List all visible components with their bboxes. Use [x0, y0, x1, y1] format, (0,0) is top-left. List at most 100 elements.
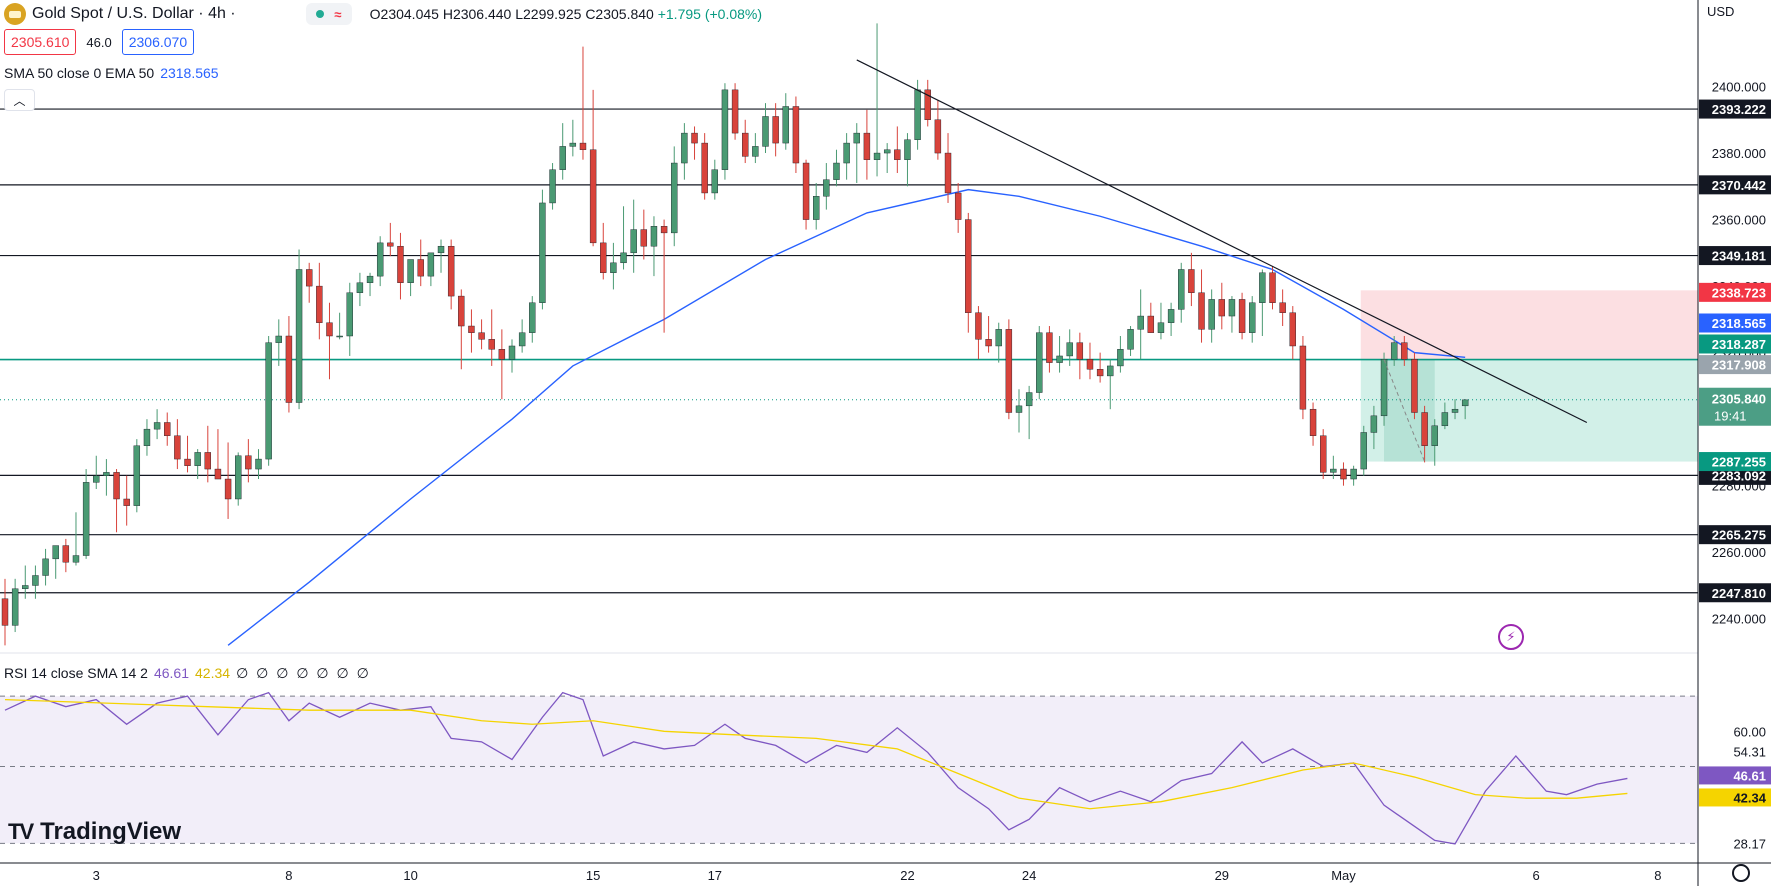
candle — [447, 239, 455, 310]
candle-body — [1299, 345, 1307, 410]
ema-50-path — [227, 188, 1466, 646]
ohlc-low: L2299.925 — [515, 6, 582, 22]
candle-body — [32, 575, 39, 586]
candle — [1461, 399, 1469, 420]
candle — [1025, 385, 1033, 440]
candle-body — [539, 202, 546, 303]
rsi-line — [4, 691, 1628, 845]
candle — [1390, 336, 1398, 366]
tradingview-mark-icon: TV — [8, 819, 34, 844]
candle — [1259, 269, 1266, 336]
candle — [468, 309, 475, 353]
candle — [214, 429, 222, 480]
candle — [255, 449, 262, 480]
candle-body — [1461, 399, 1469, 407]
candle — [164, 412, 171, 446]
candle — [1015, 389, 1023, 433]
ohlc-close: C2305.840 — [585, 6, 654, 22]
buy-button[interactable]: 2306.070 — [121, 29, 195, 55]
candle-body — [1238, 299, 1246, 333]
candle — [93, 455, 100, 490]
candle-body — [164, 422, 171, 436]
candle-body — [843, 142, 850, 164]
candle — [265, 336, 272, 466]
position-price-tag: 2338.723 — [1712, 285, 1766, 300]
candle — [954, 182, 962, 233]
ohlc-change: +1.795 (+0.08%) — [657, 6, 763, 22]
ma-legend[interactable]: SMA 50 close 0 EMA 50 2318.565 — [4, 65, 219, 81]
candle — [1056, 336, 1063, 373]
candle-body — [549, 169, 556, 204]
symbol-title[interactable]: Gold Spot / U.S. Dollar · 4h · — [32, 5, 236, 22]
candle-body — [701, 142, 708, 194]
time-tick-label: 17 — [708, 868, 722, 883]
time-tick-label: 8 — [1654, 868, 1661, 883]
position-path — [1383, 359, 1426, 462]
candle-body — [1015, 405, 1023, 413]
candle — [1127, 326, 1134, 356]
currency-selector[interactable]: USD — [1707, 4, 1734, 19]
level-price-tag: 2393.222 — [1712, 102, 1766, 117]
candle — [336, 312, 343, 340]
trendline — [856, 59, 1588, 462]
candle-body — [1390, 342, 1398, 360]
candle-body — [752, 146, 759, 157]
ohlc-open: O2304.045 — [369, 6, 439, 22]
candle — [397, 232, 404, 300]
candle-body — [559, 146, 566, 170]
price-tick-label: 2400.000 — [1712, 80, 1766, 95]
wave-icon: ≈ — [334, 6, 342, 22]
ma-legend-label: SMA 50 close 0 EMA 50 — [4, 65, 155, 81]
rsi-legend-label: RSI 14 close SMA 14 2 — [4, 665, 148, 681]
sell-button[interactable]: 2305.610 — [4, 29, 77, 55]
candle — [1076, 332, 1084, 380]
candle — [904, 133, 911, 187]
market-status-pill[interactable]: ≈ — [305, 3, 352, 25]
candle — [123, 475, 130, 526]
candle-body — [1259, 272, 1266, 303]
candle — [975, 306, 982, 360]
rsi-value-tag: 46.61 — [1733, 768, 1766, 783]
candle-body — [569, 142, 577, 147]
candle-body — [42, 558, 49, 576]
candle — [417, 239, 424, 287]
candle-body — [1421, 412, 1428, 446]
candle — [630, 199, 637, 273]
candle — [11, 578, 19, 633]
candle — [1147, 302, 1155, 333]
candle-body — [508, 345, 516, 360]
candle — [458, 289, 465, 370]
position-price-tag: 2287.255 — [1712, 455, 1766, 470]
candle-body — [894, 149, 901, 160]
candle-body — [863, 132, 871, 160]
candle-body — [762, 116, 769, 147]
candle-body — [711, 169, 718, 194]
time-tick-label: May — [1331, 868, 1356, 883]
settings-gear-icon[interactable] — [1732, 864, 1750, 882]
candle — [782, 93, 789, 150]
candle — [174, 419, 181, 470]
candle — [691, 126, 698, 160]
candle — [407, 259, 414, 297]
rsi-reference-label: 54.31 — [1733, 744, 1766, 759]
candle — [72, 512, 80, 566]
rsi-legend[interactable]: RSI 14 close SMA 14 2 46.61 42.34 ∅ ∅ ∅ ∅ ∅… — [4, 665, 371, 682]
candle-body — [447, 245, 455, 297]
candle — [194, 449, 201, 480]
collapse-legend-button[interactable]: ︿ — [4, 89, 35, 111]
lightning-icon[interactable]: ⚡ — [1498, 624, 1524, 650]
candle-body — [1350, 468, 1357, 480]
candle — [894, 126, 901, 174]
last-price-tag-bg — [1699, 387, 1771, 426]
candle-body — [640, 229, 648, 247]
candle-body — [518, 332, 526, 347]
candle-body — [265, 342, 272, 460]
candle-body — [214, 468, 222, 480]
level-price-tag: 2349.181 — [1712, 249, 1766, 264]
candle — [1249, 296, 1256, 343]
candle — [498, 329, 506, 400]
candle — [539, 189, 546, 310]
tradingview-logo[interactable]: TV TradingView — [8, 818, 181, 846]
rsi-sma-line — [4, 698, 1628, 810]
